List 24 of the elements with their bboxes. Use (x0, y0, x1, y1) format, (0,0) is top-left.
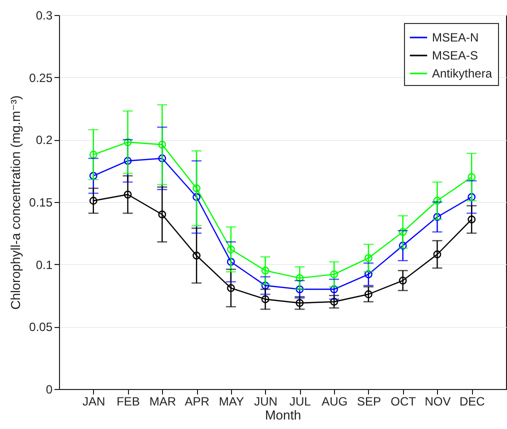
x-tick-label: SEP (356, 394, 381, 408)
x-tick-label: JAN (82, 394, 106, 408)
legend-label: MSEA-S (432, 48, 478, 62)
legend-label: MSEA-N (432, 30, 479, 44)
y-tick-label: 0.05 (29, 320, 53, 334)
x-tick-label: FEB (116, 394, 140, 408)
y-tick-label: 0.2 (36, 133, 53, 148)
y-tick-label: 0.1 (36, 258, 53, 272)
y-tick-label: 0.25 (29, 70, 53, 85)
y-tick-label: 0.15 (29, 196, 53, 210)
x-tick-label: MAY (218, 394, 244, 408)
y-axis-title: Chlorophyll-a concentration (mg.m⁻³) (8, 95, 24, 310)
x-tick-label: AUG (322, 394, 348, 408)
y-tick-label: 0.3 (36, 8, 53, 22)
x-tick-label: APR (184, 394, 210, 408)
y-tick-label: 0 (46, 382, 53, 396)
x-tick-label: JUL (290, 394, 312, 408)
legend-label: Antikythera (432, 66, 492, 80)
x-tick-label: DEC (459, 394, 486, 408)
x-axis-title: Month (264, 408, 302, 422)
x-tick-label: JUN (254, 394, 278, 408)
x-tick-label: OCT (390, 394, 417, 408)
x-tick-label: NOV (424, 394, 451, 408)
x-tick-label: MAR (149, 394, 176, 408)
